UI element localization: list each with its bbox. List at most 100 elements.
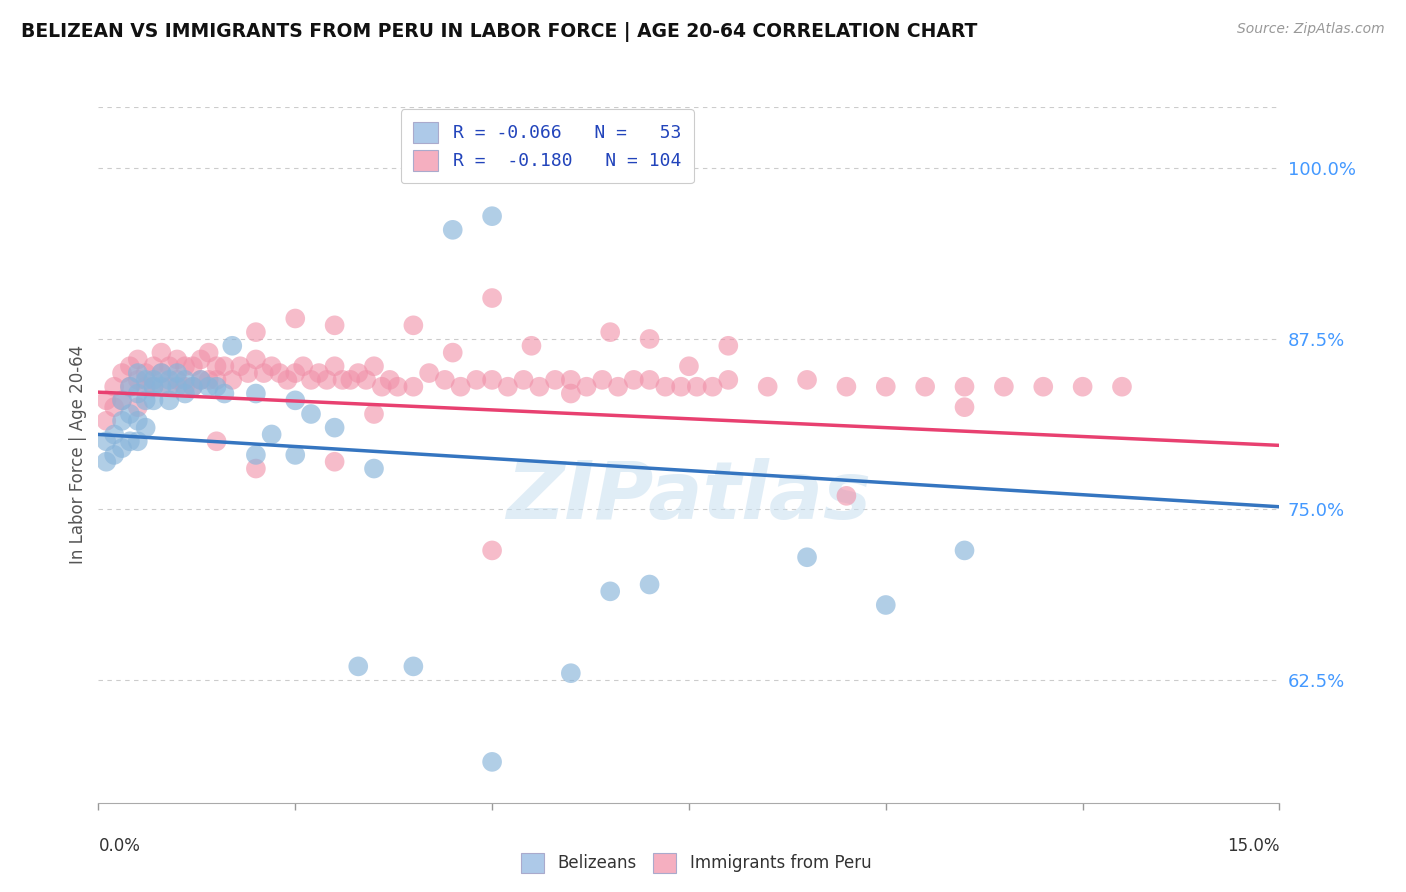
Point (654, 380, 676, 394)
Point (450, 380, 472, 394)
Point (127, 434, 149, 449)
Point (127, 386, 149, 401)
Point (276, 373, 298, 387)
Point (512, 373, 534, 387)
Text: 15.0%: 15.0% (1227, 837, 1279, 855)
Point (127, 414, 149, 428)
Point (575, 380, 598, 394)
Point (111, 366, 134, 380)
Point (96, 434, 118, 449)
Point (181, 359, 204, 374)
Point (638, 332, 661, 346)
Point (245, 352, 267, 367)
Point (371, 380, 394, 394)
Point (347, 366, 370, 380)
Point (441, 223, 464, 237)
Point (638, 577, 661, 591)
Point (150, 345, 173, 359)
Point (181, 380, 204, 394)
Point (560, 373, 582, 387)
Point (756, 380, 779, 394)
Point (103, 380, 125, 394)
Point (96, 414, 118, 428)
Point (111, 393, 134, 408)
Point (702, 380, 724, 394)
Point (796, 373, 818, 387)
Point (103, 400, 125, 414)
Point (953, 400, 976, 414)
Point (441, 345, 464, 359)
Point (135, 366, 157, 380)
Point (354, 373, 377, 387)
Point (623, 373, 645, 387)
Point (284, 448, 307, 462)
Point (135, 420, 157, 434)
Point (520, 339, 543, 353)
Point (118, 380, 141, 394)
Point (174, 359, 197, 374)
Point (205, 380, 228, 394)
Point (150, 380, 173, 394)
Point (118, 434, 141, 449)
Point (284, 311, 307, 326)
Point (245, 448, 267, 462)
Point (560, 386, 582, 401)
Point (669, 380, 692, 394)
Point (953, 380, 976, 394)
Point (835, 380, 858, 394)
Point (197, 380, 219, 394)
Point (717, 339, 740, 353)
Point (607, 380, 630, 394)
Text: Source: ZipAtlas.com: Source: ZipAtlas.com (1237, 22, 1385, 37)
Point (190, 373, 212, 387)
Point (323, 318, 346, 333)
Point (299, 407, 322, 421)
Point (332, 373, 354, 387)
Point (214, 386, 236, 401)
Point (835, 489, 858, 503)
Point (678, 359, 700, 374)
Point (174, 373, 197, 387)
Text: 0.0%: 0.0% (98, 837, 141, 855)
Point (118, 359, 141, 374)
Point (118, 380, 141, 394)
Point (142, 393, 165, 408)
Point (127, 373, 149, 387)
Point (245, 386, 267, 401)
Point (686, 380, 709, 394)
Point (221, 339, 243, 353)
Point (544, 373, 567, 387)
Point (221, 373, 243, 387)
Point (269, 366, 291, 380)
Point (481, 291, 503, 305)
Point (299, 373, 322, 387)
Point (875, 598, 897, 612)
Point (993, 380, 1015, 394)
Point (284, 393, 307, 408)
Point (418, 366, 440, 380)
Point (496, 380, 519, 394)
Point (197, 373, 219, 387)
Point (560, 666, 582, 681)
Point (214, 359, 236, 374)
Point (229, 359, 252, 374)
Point (127, 352, 149, 367)
Point (190, 352, 212, 367)
Point (323, 359, 346, 374)
Point (875, 380, 897, 394)
Point (135, 393, 157, 408)
Point (481, 373, 503, 387)
Point (465, 373, 488, 387)
Point (953, 543, 976, 558)
Point (127, 400, 149, 414)
Point (914, 380, 936, 394)
Point (315, 373, 337, 387)
Point (181, 380, 204, 394)
Point (260, 427, 283, 442)
Point (402, 380, 425, 394)
Point (323, 420, 346, 434)
Point (111, 441, 134, 455)
Point (378, 373, 401, 387)
Text: BELIZEAN VS IMMIGRANTS FROM PERU IN LABOR FORCE | AGE 20-64 CORRELATION CHART: BELIZEAN VS IMMIGRANTS FROM PERU IN LABO… (21, 22, 977, 42)
Point (638, 373, 661, 387)
